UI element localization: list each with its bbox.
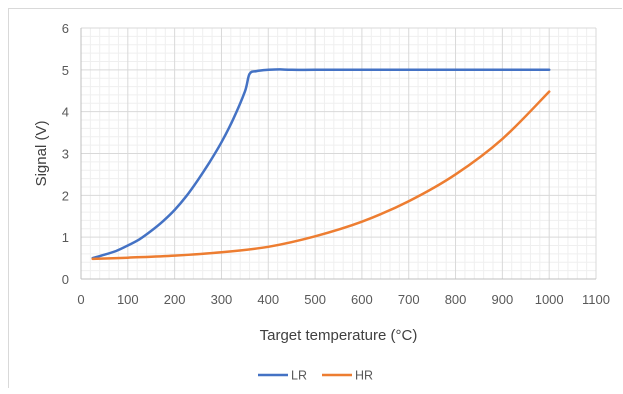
y-tick-label: 5 <box>62 63 69 78</box>
x-tick-label: 1100 <box>582 292 610 307</box>
legend-label-lr: LR <box>291 369 307 383</box>
tick-labels: 0 100 200 300 400 500 600 700 800 900 1000 1100 0 1 2 3… <box>62 21 610 307</box>
x-tick-label: 1000 <box>535 292 564 307</box>
series-line-lr <box>91 68 551 260</box>
x-tick-label: 100 <box>117 292 139 307</box>
x-tick-label: 200 <box>164 292 186 307</box>
axes <box>80 28 596 280</box>
y-tick-label: 3 <box>62 147 69 162</box>
y-tick-label: 2 <box>62 188 69 203</box>
x-axis-title: Target temperature (°C) <box>260 327 418 344</box>
x-tick-label: 600 <box>351 292 373 307</box>
x-tick-label: 800 <box>445 292 467 307</box>
grid <box>81 27 597 279</box>
y-tick-label: 1 <box>62 230 69 245</box>
y-tick-label: 4 <box>62 105 69 120</box>
x-tick-label: 0 <box>77 292 84 307</box>
x-tick-label: 700 <box>398 292 420 307</box>
chart-frame <box>8 8 622 388</box>
series <box>91 68 551 261</box>
x-tick-label: 900 <box>492 292 514 307</box>
y-tick-label: 6 <box>62 21 69 36</box>
legend: LR HR <box>258 369 373 383</box>
legend-label-hr: HR <box>355 369 373 383</box>
x-tick-label: 300 <box>211 292 233 307</box>
x-tick-label: 400 <box>257 292 279 307</box>
x-tick-label: 500 <box>304 292 326 307</box>
series-line-hr <box>91 90 551 261</box>
y-tick-label: 0 <box>62 272 69 287</box>
y-axis-title: Signal (V) <box>33 121 50 187</box>
